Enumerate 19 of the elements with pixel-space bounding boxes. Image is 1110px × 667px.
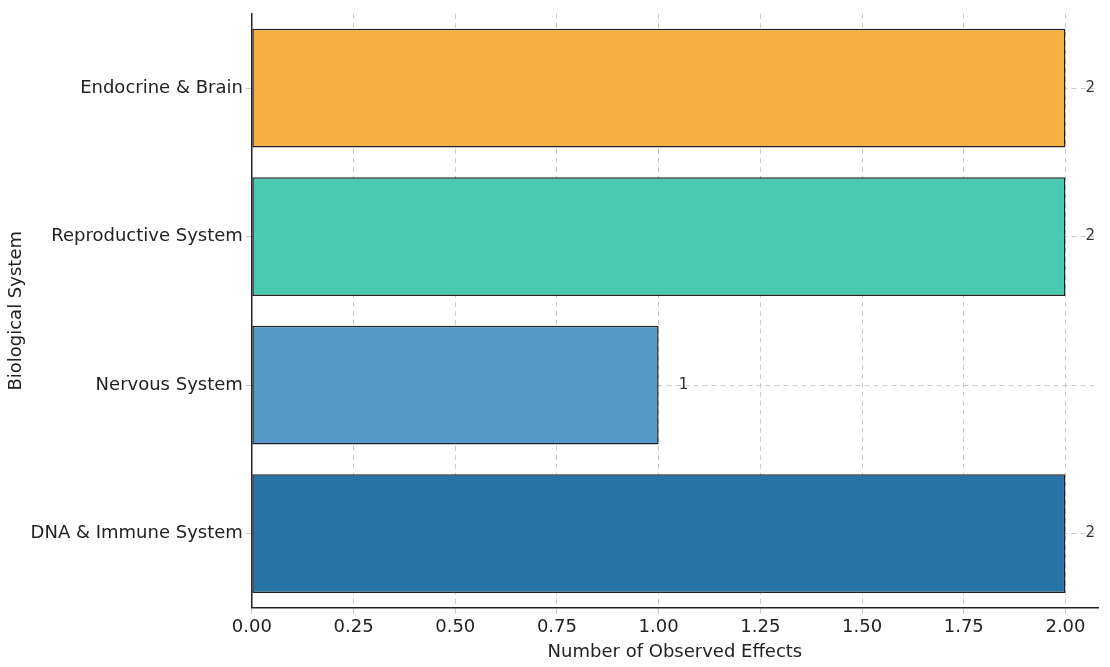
x-tick-label: 0.00 [231,615,272,637]
x-tick-label: 1.00 [638,615,679,637]
x-tick-label: 1.50 [842,615,883,637]
y-tick-label: Endocrine & Brain [80,75,243,97]
x-tick-label: 2.00 [1045,615,1086,637]
data-label: 2 [1085,523,1095,542]
y-tick-label: Reproductive System [51,224,243,246]
x-tick-label: 1.25 [740,615,781,637]
x-tick-label: 0.50 [435,615,476,637]
data-label: 2 [1085,77,1095,96]
x-axis-title: Number of Observed Effects [547,639,803,661]
data-label: 2 [1085,226,1095,245]
y-tick-label: DNA & Immune System [30,521,243,543]
x-tick-label: 1.75 [943,615,984,637]
x-tick-label: 0.75 [536,615,577,637]
y-tick-label: Nervous System [95,372,243,394]
data-label: 1 [678,374,689,393]
y-axis-title: Biological System [4,231,26,391]
x-tick-label: 0.25 [333,615,374,637]
